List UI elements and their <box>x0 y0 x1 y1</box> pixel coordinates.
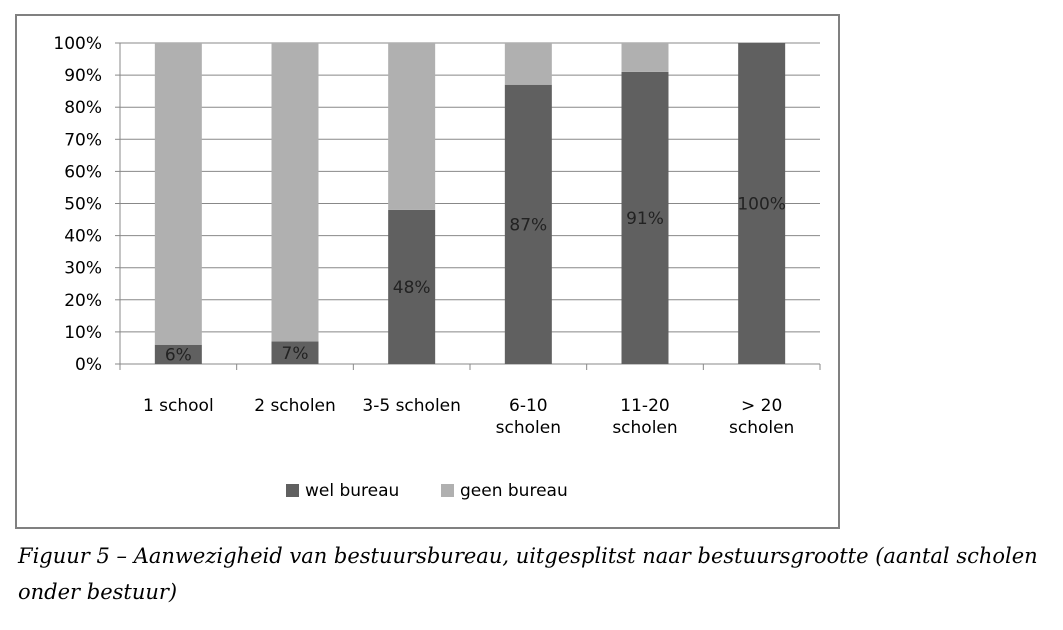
data-label: 7% <box>282 344 309 364</box>
data-label: 48% <box>393 278 431 298</box>
y-tick-label: 100% <box>53 34 102 54</box>
x-category-label: 6-10 <box>509 396 548 416</box>
x-category-label: scholen <box>729 418 794 438</box>
y-tick-label: 40% <box>64 227 102 247</box>
y-tick-label: 20% <box>64 291 102 311</box>
legend-swatch-wel-bureau <box>286 484 299 497</box>
bar-wel-bureau <box>621 71 669 364</box>
bar-geen-bureau <box>388 43 436 210</box>
chart-frame: 0% 10% 20% 30% 40% 50% 60% 70% 80% 90% 100% 6% 1 sch… <box>15 14 840 529</box>
bar-geen-bureau <box>154 43 202 345</box>
legend-swatch-geen-bureau <box>441 484 454 497</box>
y-tick-label: 90% <box>64 66 102 86</box>
x-category-label: 3-5 scholen <box>362 396 461 416</box>
x-category-label: 1 school <box>143 396 214 416</box>
data-label: 100% <box>737 195 786 215</box>
y-tick-label: 0% <box>75 355 102 375</box>
bar-wel-bureau <box>388 209 436 364</box>
y-tick-label: 60% <box>64 162 102 182</box>
data-label: 6% <box>165 345 192 365</box>
bar-wel-bureau <box>271 341 319 364</box>
bar-geen-bureau <box>621 43 669 72</box>
x-category-label: > 20 <box>741 396 782 416</box>
y-tick-label: 30% <box>64 259 102 279</box>
y-tick-label: 80% <box>64 98 102 118</box>
bar-wel-bureau <box>504 84 552 364</box>
data-label: 87% <box>509 215 547 235</box>
bar-wel-bureau <box>154 344 202 364</box>
x-category-label: scholen <box>496 418 561 438</box>
x-category-label: 11-20 <box>620 396 669 416</box>
x-category-label: 2 scholen <box>254 396 336 416</box>
bar-geen-bureau <box>504 43 552 85</box>
bar-geen-bureau <box>271 43 319 342</box>
y-tick-label: 10% <box>64 323 102 343</box>
y-tick-label: 50% <box>64 195 102 215</box>
bar-chart: 0% 10% 20% 30% 40% 50% 60% 70% 80% 90% 100% 6% 1 sch… <box>53 34 821 501</box>
data-label: 91% <box>626 209 664 229</box>
figure-caption: Figuur 5 – Aanwezigheid van bestuursbure… <box>18 544 1038 604</box>
bar-wel-bureau <box>738 43 786 364</box>
legend-label: geen bureau <box>460 481 568 501</box>
y-tick-label: 70% <box>64 130 102 150</box>
x-category-label: scholen <box>612 418 677 438</box>
legend-label: wel bureau <box>305 481 399 501</box>
